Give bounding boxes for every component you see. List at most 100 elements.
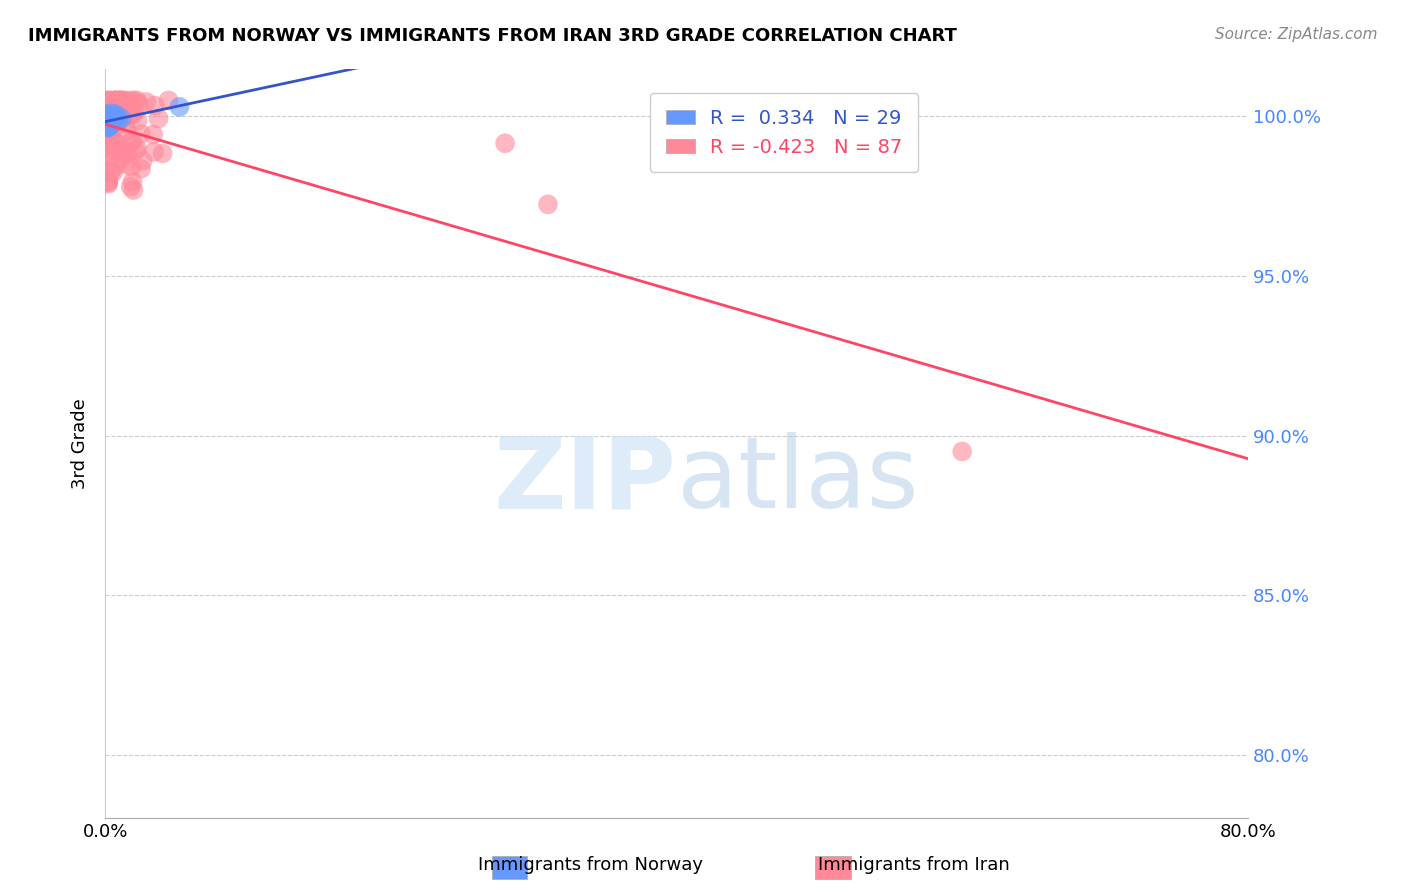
Norway bbox=[97, 114, 120, 128]
Iran bbox=[97, 145, 120, 160]
Iran bbox=[110, 94, 132, 108]
Norway bbox=[101, 111, 124, 125]
Norway bbox=[105, 109, 128, 123]
Iran bbox=[110, 94, 132, 108]
Iran bbox=[100, 104, 122, 119]
Iran bbox=[104, 159, 127, 173]
Norway bbox=[97, 112, 120, 127]
Iran bbox=[101, 110, 124, 124]
Norway bbox=[104, 111, 127, 125]
Norway bbox=[94, 116, 117, 130]
Iran bbox=[131, 153, 153, 168]
Iran bbox=[104, 94, 127, 108]
Text: Immigrants from Iran: Immigrants from Iran bbox=[818, 856, 1010, 874]
Iran bbox=[120, 179, 142, 194]
Iran bbox=[104, 94, 127, 108]
Iran bbox=[124, 144, 146, 158]
Iran bbox=[97, 98, 120, 112]
Iran bbox=[112, 94, 135, 108]
Iran bbox=[98, 120, 121, 135]
Norway bbox=[100, 106, 122, 120]
Text: IMMIGRANTS FROM NORWAY VS IMMIGRANTS FROM IRAN 3RD GRADE CORRELATION CHART: IMMIGRANTS FROM NORWAY VS IMMIGRANTS FRO… bbox=[28, 27, 957, 45]
Iran bbox=[94, 95, 117, 110]
Norway bbox=[97, 120, 120, 135]
Iran bbox=[97, 94, 120, 108]
Norway bbox=[169, 100, 191, 114]
Iran bbox=[98, 119, 121, 133]
Norway bbox=[110, 112, 132, 126]
Iran bbox=[104, 94, 127, 108]
Text: atlas: atlas bbox=[676, 433, 918, 530]
Iran bbox=[157, 94, 180, 108]
Norway bbox=[96, 108, 118, 122]
Iran bbox=[96, 94, 118, 108]
Iran bbox=[494, 136, 516, 151]
Iran bbox=[104, 101, 127, 115]
Norway bbox=[94, 107, 117, 121]
Iran bbox=[100, 112, 122, 127]
Iran bbox=[94, 142, 117, 156]
Norway bbox=[96, 116, 118, 130]
Iran bbox=[100, 165, 122, 179]
Iran bbox=[94, 129, 117, 144]
Iran bbox=[129, 161, 152, 176]
Iran bbox=[118, 94, 141, 108]
Norway bbox=[94, 115, 117, 129]
Iran bbox=[127, 142, 149, 156]
Norway bbox=[96, 120, 118, 135]
Iran bbox=[148, 112, 170, 126]
Iran bbox=[101, 133, 124, 147]
Norway bbox=[94, 115, 117, 129]
Norway bbox=[98, 118, 121, 132]
Norway bbox=[104, 107, 127, 121]
Norway bbox=[107, 113, 129, 128]
Iran bbox=[105, 136, 128, 151]
Iran bbox=[103, 101, 125, 115]
Iran bbox=[108, 94, 131, 108]
Iran bbox=[114, 156, 136, 170]
Iran bbox=[105, 116, 128, 130]
Iran bbox=[108, 94, 131, 108]
Iran bbox=[98, 128, 121, 143]
Norway bbox=[96, 120, 118, 134]
Iran bbox=[129, 127, 152, 141]
Norway bbox=[97, 113, 120, 128]
Iran bbox=[117, 108, 139, 122]
Norway bbox=[97, 110, 120, 124]
Norway bbox=[97, 110, 120, 124]
Iran bbox=[125, 94, 148, 108]
Norway bbox=[97, 119, 120, 133]
Iran bbox=[143, 98, 166, 112]
Legend: R =  0.334   N = 29, R = -0.423   N = 87: R = 0.334 N = 29, R = -0.423 N = 87 bbox=[650, 94, 918, 172]
Text: Immigrants from Norway: Immigrants from Norway bbox=[478, 856, 703, 874]
Iran bbox=[97, 100, 120, 114]
Iran bbox=[94, 131, 117, 145]
Iran bbox=[97, 175, 120, 189]
Iran bbox=[120, 134, 142, 148]
Iran bbox=[950, 444, 973, 458]
Iran bbox=[115, 123, 138, 137]
Iran bbox=[94, 163, 117, 178]
Iran bbox=[152, 146, 174, 161]
Iran bbox=[110, 151, 132, 165]
Iran bbox=[97, 177, 120, 191]
Norway bbox=[100, 114, 122, 128]
Iran bbox=[100, 136, 122, 151]
Iran bbox=[107, 98, 129, 112]
Norway bbox=[100, 118, 122, 132]
Iran bbox=[104, 94, 127, 108]
Iran bbox=[124, 104, 146, 119]
Iran bbox=[122, 183, 145, 197]
Iran bbox=[537, 197, 560, 211]
Iran bbox=[97, 128, 120, 142]
Iran bbox=[112, 143, 135, 157]
Iran bbox=[121, 175, 143, 189]
Text: ZIP: ZIP bbox=[494, 433, 676, 530]
Iran bbox=[96, 138, 118, 153]
Iran bbox=[97, 94, 120, 108]
Norway bbox=[96, 118, 118, 132]
Iran bbox=[120, 160, 142, 174]
Iran bbox=[117, 146, 139, 161]
Iran bbox=[122, 94, 145, 108]
Iran bbox=[135, 95, 157, 109]
